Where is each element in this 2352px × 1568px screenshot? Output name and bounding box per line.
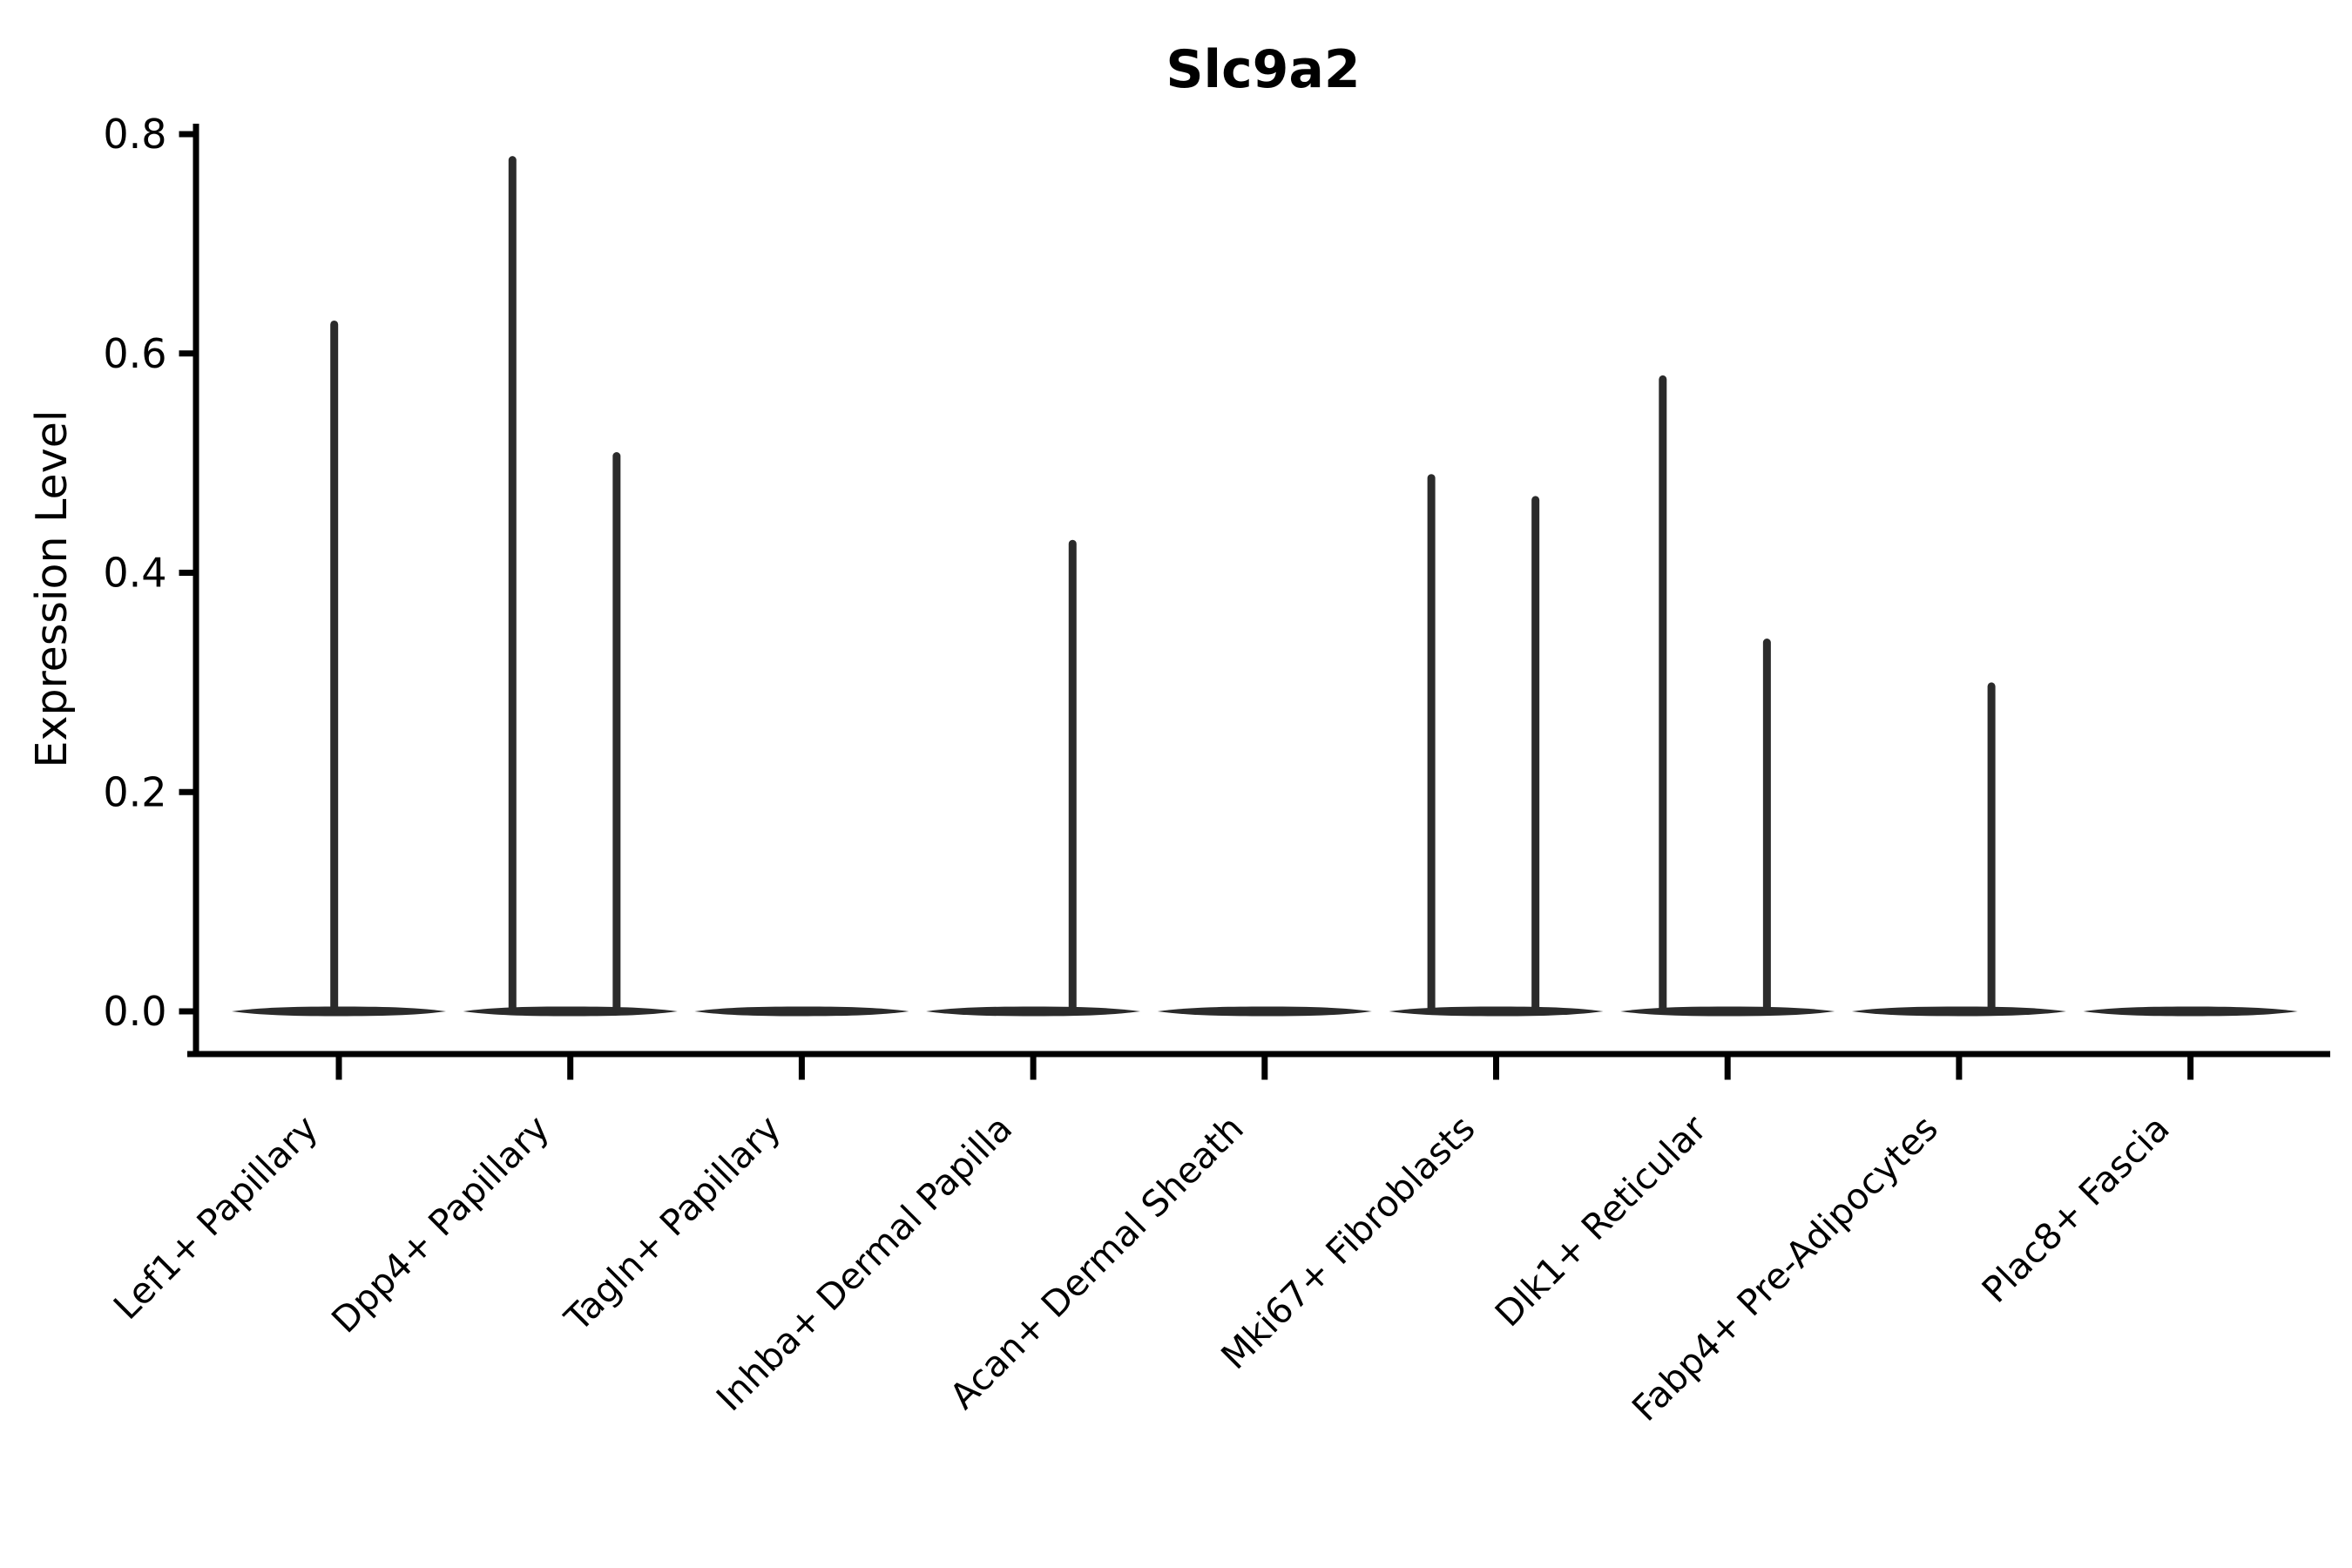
violin-body bbox=[1851, 1006, 2066, 1017]
y-tick-label: 0.6 bbox=[103, 330, 166, 377]
violin-spike bbox=[1531, 496, 1540, 1013]
violin-spike bbox=[1659, 375, 1667, 1013]
chart-title: Slc9a2 bbox=[1166, 39, 1360, 100]
category-label: Dpp4+ Papillary bbox=[323, 1107, 557, 1341]
violin-body bbox=[926, 1006, 1141, 1017]
y-tick-label: 0.2 bbox=[103, 768, 166, 815]
violin-body bbox=[1157, 1006, 1372, 1017]
category-label: Lef1+ Papillary bbox=[105, 1107, 326, 1328]
violin-body bbox=[2083, 1006, 2298, 1017]
violin-spike bbox=[1427, 474, 1436, 1013]
category-label: Dlk1+ Reticular bbox=[1487, 1107, 1714, 1335]
y-axis-label: Expression Level bbox=[27, 410, 77, 768]
violin-spike bbox=[1068, 539, 1077, 1013]
y-tick-label: 0.0 bbox=[103, 988, 166, 1035]
violin-body bbox=[694, 1006, 909, 1017]
violin-body bbox=[1620, 1006, 1835, 1017]
violin-spike bbox=[508, 156, 517, 1014]
violin-spike bbox=[612, 452, 621, 1013]
category-label: Mki67+ Fibroblasts bbox=[1213, 1107, 1484, 1377]
violin-spike bbox=[330, 320, 339, 1013]
violin-spike bbox=[1987, 682, 1996, 1013]
violin-body bbox=[231, 1006, 447, 1017]
category-label: Plac8+ Fascia bbox=[1974, 1107, 2178, 1311]
violins-layer bbox=[231, 156, 2298, 1017]
violin-body bbox=[463, 1006, 678, 1017]
y-tick-label: 0.4 bbox=[103, 550, 166, 597]
violin-spike bbox=[1762, 639, 1771, 1013]
category-label: Tagln+ Papillary bbox=[556, 1107, 788, 1340]
y-tick-label: 0.8 bbox=[103, 111, 166, 158]
violin-body bbox=[1389, 1006, 1604, 1017]
